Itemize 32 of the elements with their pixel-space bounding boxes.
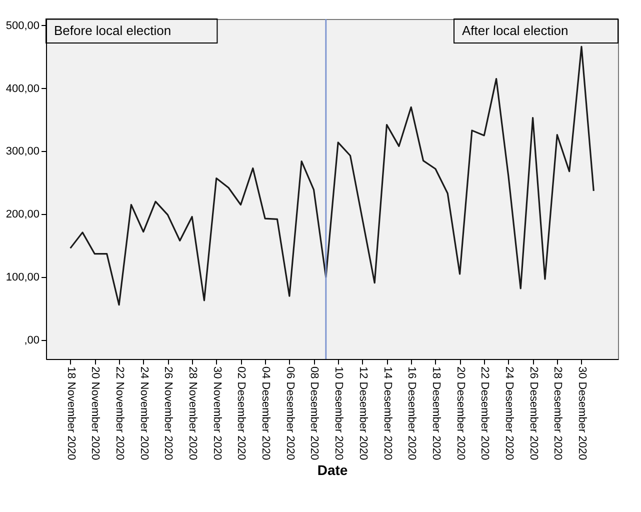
x-tick-label: 26 Desember 2020 [527,366,540,460]
y-tick-label: 300,00 [6,146,40,158]
annotation: After local election [462,23,568,38]
x-tick-label: 24 Desember 2020 [502,366,515,460]
x-tick-label: 30 Desember 2020 [576,366,588,460]
y-tick-label: 500,00 [6,20,40,32]
x-tick-label: 08 Desember 2020 [308,366,320,460]
x-tick-label: 02 Desember 2020 [235,366,248,460]
x-tick-label: 10 Desember 2020 [332,366,345,460]
y-tick-label: 400,00 [6,82,40,95]
x-tick-label: 16 Desember 2020 [406,366,418,460]
x-axis-title: Date [317,462,348,478]
x-tick-label: 18 November 2020 [64,366,77,460]
x-tick-label: 04 Desember 2020 [260,366,272,460]
x-tick-label: 18 Desember 2020 [430,366,442,460]
y-tick-label: 200,00 [6,208,40,221]
x-tick-label: 22 November 2020 [114,366,126,460]
x-tick-label: 06 Desember 2020 [284,366,296,460]
y-tick-label: ,00 [24,334,40,347]
x-tick-label: 28 Desember 2020 [552,366,564,460]
x-tick-label: 30 November 2020 [210,366,223,460]
annotation: Before local election [54,23,172,38]
x-tick-label: 22 Desember 2020 [478,366,491,460]
x-tick-label: 28 November 2020 [186,366,199,460]
x-tick-label: 14 Desember 2020 [381,366,394,460]
x-tick-label: 20 Desember 2020 [454,366,466,460]
y-tick-label: 100,00 [6,272,40,284]
x-tick-label: 24 November 2020 [138,366,150,460]
x-tick-label: 20 November 2020 [89,366,102,460]
x-tick-label: 26 November 2020 [162,366,174,460]
x-tick-label: 12 Desember 2020 [356,366,369,460]
line-series [70,46,594,306]
